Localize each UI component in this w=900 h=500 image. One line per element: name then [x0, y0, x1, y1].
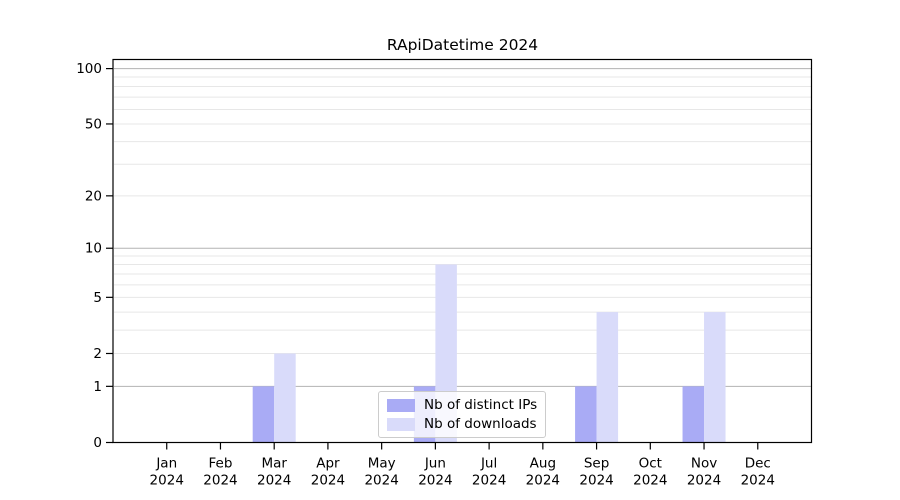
x-tick-label-year-sep: 2024: [579, 473, 613, 489]
x-tick-label-year-dec: 2024: [741, 473, 775, 489]
x-tick-label-year-mar: 2024: [257, 473, 291, 489]
x-tick-label-month-nov: Nov: [691, 456, 717, 472]
y-tick-label-0: 0: [93, 435, 102, 451]
x-tick-label-month-jul: Jul: [480, 456, 497, 472]
plot-border: [112, 58, 813, 444]
legend-swatch-distinct-ips: [387, 398, 415, 412]
bar-distinct-ips-sep: [575, 386, 597, 443]
x-tick-label-year-feb: 2024: [203, 473, 237, 489]
bar-downloads-nov: [704, 312, 726, 443]
x-tick-label-year-nov: 2024: [687, 473, 721, 489]
x-tick-label-month-may: May: [368, 456, 396, 472]
y-tick-label-1: 1: [93, 379, 102, 395]
x-tick-label-month-jan: Jan: [155, 456, 177, 472]
x-tick-label-month-oct: Oct: [639, 456, 662, 472]
x-tick-label-year-jan: 2024: [150, 473, 184, 489]
y-tick-label-10: 10: [85, 241, 102, 257]
legend-entry-downloads: Nb of downloads: [387, 416, 537, 432]
x-tick-label-year-jun: 2024: [418, 473, 452, 489]
x-tick-label-month-sep: Sep: [584, 456, 609, 472]
x-tick-label-month-dec: Dec: [745, 456, 771, 472]
x-tick-label-year-aug: 2024: [526, 473, 560, 489]
x-tick-label-year-may: 2024: [364, 473, 398, 489]
legend-swatch-downloads: [387, 417, 415, 431]
bar-distinct-ips-mar: [252, 386, 275, 443]
y-tick-label-100: 100: [76, 61, 102, 77]
y-tick-label-20: 20: [85, 188, 102, 204]
x-tick-label-month-feb: Feb: [209, 456, 233, 472]
x-tick-label-month-jun: Jun: [424, 456, 446, 472]
x-tick-label-year-apr: 2024: [311, 473, 345, 489]
y-tick-label-50: 50: [85, 116, 102, 132]
legend-label-downloads: Nb of downloads: [424, 416, 537, 432]
x-tick-label-month-apr: Apr: [316, 456, 340, 472]
x-tick-label-year-jul: 2024: [472, 473, 506, 489]
legend-entry-distinct-ips: Nb of distinct IPs: [387, 397, 537, 413]
x-tick-label-month-mar: Mar: [261, 456, 287, 472]
chart-title: RApiDatetime 2024: [386, 36, 539, 54]
y-tick-label-5: 5: [93, 290, 102, 306]
x-tick-label-year-oct: 2024: [633, 473, 667, 489]
x-tick-label-month-aug: Aug: [530, 456, 556, 472]
legend-label-distinct-ips: Nb of distinct IPs: [424, 397, 538, 413]
bar-downloads-mar: [274, 353, 296, 443]
legend: Nb of distinct IPs Nb of downloads: [378, 391, 547, 438]
bar-distinct-ips-nov: [682, 386, 705, 443]
y-tick-label-2: 2: [93, 346, 102, 362]
bar-downloads-sep: [596, 312, 619, 443]
